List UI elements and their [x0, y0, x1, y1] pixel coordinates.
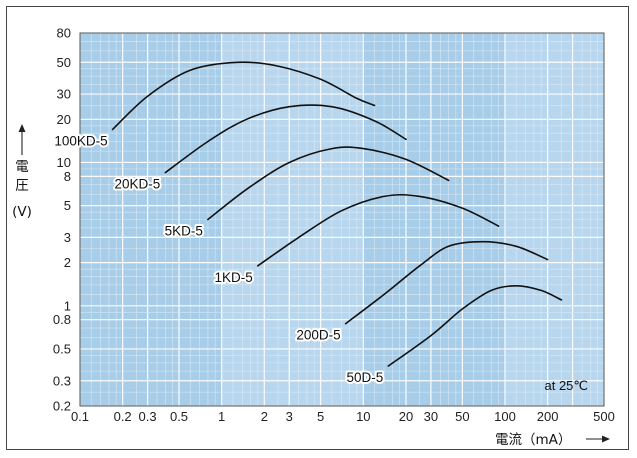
y-tick-label: 0.2: [53, 399, 71, 414]
tick-labels: 0.1 0.2 0.3 0.5 1 2 3 5 10 20 30 50 100 200 5000.20.30…: [53, 26, 615, 425]
y-tick-label: 0.3: [53, 373, 71, 388]
series-label-1kd-5: 1KD-5: [215, 270, 253, 285]
y-tick-label: 0.5: [53, 341, 71, 356]
x-axis-title: 電流（mA）: [495, 432, 610, 448]
series-line-1kd-5: [257, 193, 500, 267]
y-tick-label: 8: [64, 169, 71, 184]
grid: [79, 32, 605, 407]
x-tick-label: 10: [356, 409, 370, 424]
series-label-halo: 1KD-5: [215, 270, 253, 285]
series-lines: [111, 61, 563, 367]
up-arrow-icon: [18, 124, 26, 132]
y-tick-label: 20: [57, 112, 71, 127]
series-line-200d-5: [344, 240, 549, 325]
x-tick-label: 0.3: [139, 409, 157, 424]
series-line-20kd-5: [164, 104, 407, 174]
series-label-20kd-5: 20KD-5: [115, 177, 161, 192]
x-tick-label: 0.5: [170, 409, 188, 424]
y-tick-label: 80: [57, 26, 71, 41]
series-label-halo: 50D-5: [346, 370, 383, 385]
y-tick-label: 50: [57, 55, 71, 70]
right-arrow-icon: [602, 435, 610, 443]
x-tick-label: 30: [424, 409, 438, 424]
y-axis-title-char-1: 電: [15, 159, 29, 175]
series-label-halo: 200D-5: [296, 328, 340, 343]
y-axis-unit: (V): [12, 204, 32, 220]
y-axis-title-char-2: 圧: [15, 178, 29, 194]
series-line-5kd-5: [207, 146, 450, 221]
series-line-100kd-5: [111, 61, 376, 131]
x-tick-label: 500: [593, 409, 615, 424]
y-tick-label: 10: [57, 155, 71, 170]
series-labels: 100KD-5100KD-520KD-520KD-55KD-55KD-51KD-…: [52, 131, 385, 387]
x-tick-label: 20: [399, 409, 413, 424]
x-tick-label: 2: [261, 409, 268, 424]
x-tick-label: 100: [494, 409, 516, 424]
series-label-100kd-5: 100KD-5: [54, 133, 107, 148]
series-line-50d-5: [387, 284, 563, 367]
x-tick-label: 50: [455, 409, 469, 424]
series-label-200d-5: 200D-5: [296, 328, 340, 343]
x-tick-label: 0.1: [71, 409, 89, 424]
x-tick-label: 200: [537, 409, 559, 424]
x-tick-label: 1: [218, 409, 225, 424]
x-tick-label: 3: [286, 409, 293, 424]
y-tick-label: 5: [64, 198, 71, 213]
series-label-halo: 100KD-5: [54, 133, 107, 148]
y-tick-label: 3: [64, 230, 71, 245]
y-tick-label: 1: [64, 298, 71, 313]
series-label-50d-5: 50D-5: [346, 370, 383, 385]
y-axis-title: 電 圧 (V): [12, 124, 32, 220]
y-tick-label: 2: [64, 255, 71, 270]
temperature-annotation: at 25℃: [544, 378, 588, 393]
x-tick-label: 0.2: [114, 409, 132, 424]
plot-border: [79, 32, 605, 407]
x-axis-title-text: 電流（mA）: [495, 432, 571, 448]
series-label-halo: 20KD-5: [115, 177, 161, 192]
y-tick-label: 0.8: [53, 312, 71, 327]
series-label-5kd-5: 5KD-5: [165, 224, 203, 239]
y-tick-label: 30: [57, 87, 71, 102]
x-tick-label: 5: [317, 409, 324, 424]
series-label-halo: 5KD-5: [165, 224, 203, 239]
